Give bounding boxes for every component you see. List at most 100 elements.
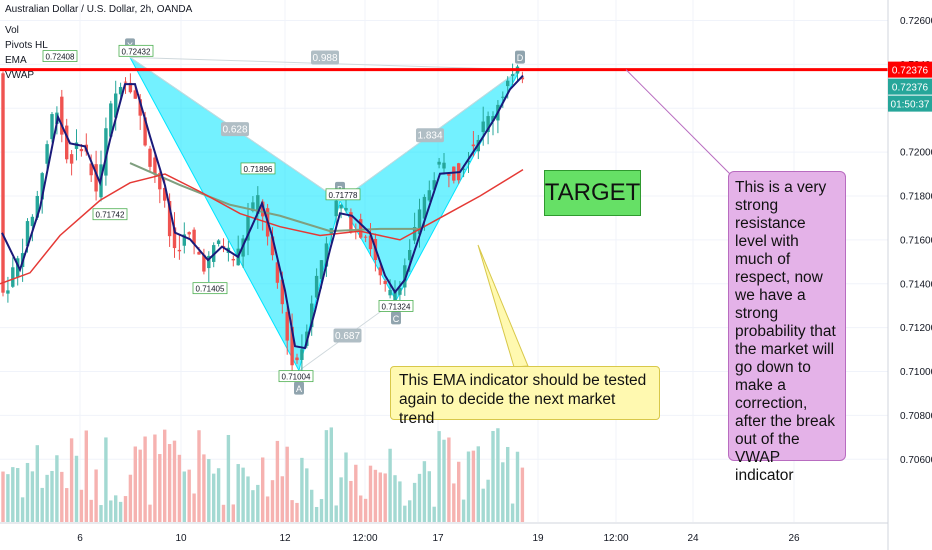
volume-bar — [417, 473, 422, 522]
pivot-badge — [325, 188, 361, 201]
candle-body — [11, 267, 15, 287]
candle-body — [231, 258, 235, 261]
volume-bar — [202, 454, 206, 522]
volume-bar — [329, 427, 333, 522]
volume-bar — [74, 455, 79, 522]
volume-bar — [177, 454, 182, 522]
indicator-vol[interactable]: Vol — [5, 25, 19, 36]
point-tag: A — [296, 384, 302, 394]
indicator-pivots[interactable]: Pivots HL — [5, 40, 48, 51]
candle-body — [16, 258, 20, 277]
candle-body — [202, 254, 206, 272]
volume-bar — [212, 473, 216, 522]
point-tag-bg — [294, 381, 304, 395]
ratio-label: 0.628 — [222, 125, 247, 136]
volume-bar — [226, 434, 231, 522]
volume-bar — [16, 468, 20, 522]
pivot-label: 0.71742 — [96, 211, 125, 220]
candle-body — [461, 168, 466, 170]
volume-bar — [295, 502, 299, 522]
indicator-ema[interactable]: EMA — [5, 55, 27, 66]
candle-body — [207, 255, 211, 269]
candle-body — [182, 234, 186, 246]
indicator-vwap[interactable]: VWAP — [5, 70, 35, 81]
candle-body — [412, 227, 417, 241]
candle-body — [246, 216, 250, 241]
candle-body — [310, 303, 314, 328]
pattern-triangle-xab — [129, 56, 341, 373]
candle-body — [437, 161, 441, 165]
volume-bar — [270, 480, 275, 522]
volume-bar — [344, 452, 348, 522]
volume-bar — [403, 505, 407, 522]
candle-body — [216, 240, 221, 244]
volume-bar — [148, 504, 152, 522]
time-tick-label: 12 — [279, 533, 291, 544]
time-tick-label: 6 — [77, 533, 83, 544]
countdown-badge: 01:50:37 — [891, 100, 930, 111]
candle-body — [114, 93, 118, 118]
candle-body — [447, 173, 451, 176]
volume-bar — [496, 428, 500, 522]
volume-bar — [55, 455, 59, 522]
volume-bar — [300, 457, 304, 522]
candle-body — [339, 204, 343, 209]
ema-note-pointer — [477, 244, 529, 368]
pivot-badge — [118, 44, 154, 57]
candle-body — [25, 221, 30, 247]
vwap-note-pointer — [625, 69, 733, 177]
candle-body — [197, 251, 201, 255]
candle-body — [167, 201, 172, 237]
volume-bar — [89, 499, 93, 522]
candle-body — [128, 82, 133, 93]
candle-body — [65, 125, 69, 160]
volume-bar — [128, 474, 133, 522]
candle-body — [334, 200, 338, 217]
volume-bar — [314, 506, 319, 522]
vwap-note[interactable]: This is a very strong resistance level w… — [728, 171, 846, 484]
volume-bar — [84, 430, 88, 522]
volume-bar — [383, 473, 387, 522]
candle-body — [192, 229, 196, 244]
volume-bar — [35, 445, 39, 522]
volume-bar — [236, 464, 240, 522]
candle-body — [109, 103, 113, 137]
vwap-line — [1, 74, 524, 350]
volume-bar — [99, 505, 103, 522]
volume-bar — [393, 475, 397, 522]
pivot-label: 0.71004 — [282, 373, 311, 382]
time-axis: 6 10 12 12:00 17 19 12:00 24 26 — [0, 522, 888, 544]
volume-bar — [310, 489, 314, 522]
time-tick-label: 24 — [687, 533, 699, 544]
candle-body — [486, 116, 490, 132]
candle-body — [403, 265, 407, 288]
point-tag: C — [393, 314, 400, 324]
volume-bar — [138, 449, 142, 522]
target-label[interactable]: TARGET — [544, 170, 641, 216]
volume-bar — [471, 450, 476, 522]
candle-body — [359, 219, 363, 238]
candle-body — [251, 202, 255, 212]
ema-note[interactable]: This EMA indicator should be tested agai… — [390, 366, 660, 427]
candle-body — [275, 262, 280, 283]
candle-body — [172, 227, 177, 249]
volume-bar — [285, 446, 289, 522]
volume-bar — [466, 451, 471, 522]
volume-bar — [339, 477, 343, 522]
candle-body — [378, 267, 382, 276]
volume-bar — [231, 504, 235, 522]
volume-bar — [476, 446, 480, 522]
volume-bar — [109, 500, 113, 522]
candle-body — [398, 287, 402, 295]
candle-body — [344, 207, 348, 211]
candle-body — [506, 80, 510, 87]
time-tick-label: 17 — [432, 533, 444, 544]
volume-bar — [447, 437, 451, 522]
candle-body — [280, 279, 284, 305]
candle-body — [133, 90, 137, 99]
candle-body — [349, 212, 353, 232]
